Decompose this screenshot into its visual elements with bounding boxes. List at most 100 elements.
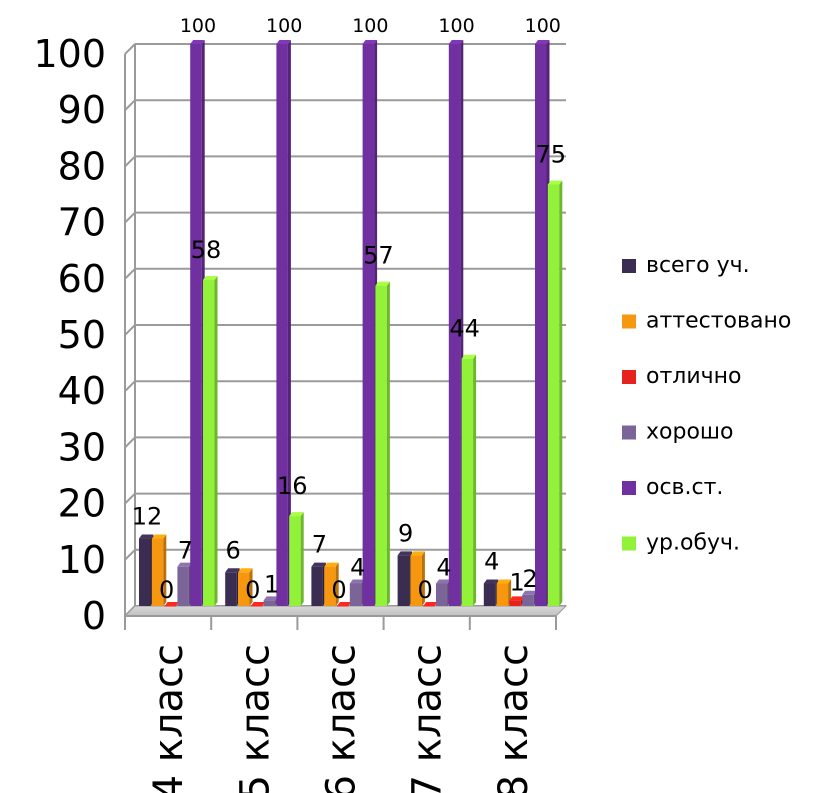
axes <box>123 44 568 630</box>
data-label: 0 <box>159 576 174 604</box>
bar-top <box>177 562 192 567</box>
bar-front <box>448 44 461 606</box>
data-label: 9 <box>398 519 413 547</box>
bar-front <box>436 583 448 606</box>
bar-top <box>349 579 365 584</box>
gridline-side <box>124 43 136 55</box>
legend-label: аттестовано <box>646 309 791 334</box>
bar-front <box>423 606 435 607</box>
bar-front <box>461 358 474 606</box>
bar-side <box>300 512 304 606</box>
bar-top <box>410 551 425 556</box>
bar-front <box>522 594 534 606</box>
gridline-side <box>124 211 136 224</box>
bar-front <box>535 44 547 606</box>
data-label: 2 <box>523 565 538 593</box>
bar-front <box>375 285 387 606</box>
bar <box>423 602 438 607</box>
bar <box>177 562 192 606</box>
bar <box>535 40 550 606</box>
y-tick-label: 0 <box>82 594 106 638</box>
legend-label: ур.обуч. <box>646 531 740 556</box>
bar-front <box>263 600 276 606</box>
bar-front <box>362 44 375 606</box>
bar-top <box>375 281 390 286</box>
data-label: 100 <box>438 15 474 37</box>
bar <box>225 568 240 606</box>
data-label: 1 <box>510 568 525 596</box>
legend-swatch <box>622 314 636 329</box>
bar-side <box>287 40 291 606</box>
y-tick-label: 20 <box>58 482 106 526</box>
bar-top <box>436 579 451 584</box>
data-label: 4 <box>484 548 499 576</box>
legend-swatch <box>622 481 636 495</box>
legend-swatch <box>622 425 636 440</box>
bar <box>238 568 253 606</box>
bar-front <box>410 555 422 606</box>
bar-front <box>276 44 288 606</box>
bar <box>375 281 390 606</box>
bar <box>324 562 339 606</box>
y-tick-label: 40 <box>58 369 106 413</box>
bar-side <box>163 534 167 606</box>
bar <box>436 579 451 606</box>
data-label: 16 <box>277 472 308 500</box>
bar-top <box>250 602 266 606</box>
data-label: 0 <box>245 576 260 604</box>
bar-top <box>139 534 154 539</box>
bar-front <box>483 583 496 606</box>
legend-item: ур.обуч. <box>622 531 740 556</box>
bar-side <box>335 562 339 606</box>
bar <box>139 534 154 606</box>
legend-label: хорошо <box>646 420 734 445</box>
data-label: 44 <box>449 315 480 343</box>
bar-top <box>151 534 167 539</box>
data-label: 100 <box>266 15 302 37</box>
bar <box>311 562 326 606</box>
y-tick-label: 100 <box>33 32 106 76</box>
legend-item: аттестовано <box>622 309 791 334</box>
bar-side <box>386 281 390 606</box>
bar <box>289 512 304 606</box>
bar <box>362 40 378 606</box>
x-category-label: 7 класс <box>405 644 451 793</box>
bar-top <box>496 579 512 584</box>
bar-top <box>203 276 218 281</box>
bar-front <box>238 572 250 606</box>
bar-front <box>397 555 410 606</box>
bar-top <box>509 596 524 601</box>
data-label: 1 <box>264 570 279 598</box>
bar-top <box>324 562 339 567</box>
bar-front <box>225 572 237 606</box>
legend-swatch <box>622 370 636 384</box>
data-label: 4 <box>350 554 365 582</box>
bar <box>276 40 291 606</box>
bar-top <box>164 602 180 606</box>
legend-swatch <box>622 259 636 273</box>
legend-item: хорошо <box>622 420 734 445</box>
data-label: 7 <box>312 531 327 559</box>
bar-front <box>190 44 202 606</box>
bar-top <box>225 568 240 573</box>
bar-front <box>349 583 362 606</box>
bar <box>461 354 477 606</box>
gridline-side <box>124 99 136 111</box>
gridline-side <box>124 155 136 168</box>
y-tick-label: 10 <box>58 538 106 582</box>
bar <box>410 551 425 606</box>
y-tick-label: 50 <box>58 313 106 357</box>
bar <box>483 579 499 606</box>
data-label: 100 <box>180 15 216 37</box>
bar-front <box>289 516 301 606</box>
x-axis-category-labels: 4 класс 5 класс 6 класс 7 класс 8 класс <box>146 644 537 793</box>
bar-top <box>461 354 477 359</box>
bar-side <box>421 551 425 606</box>
data-label: 7 <box>178 537 193 565</box>
bar-front <box>311 566 323 606</box>
data-label: 100 <box>352 15 388 37</box>
bar <box>203 276 218 606</box>
bar-top <box>289 512 304 517</box>
bar-front <box>337 606 349 607</box>
